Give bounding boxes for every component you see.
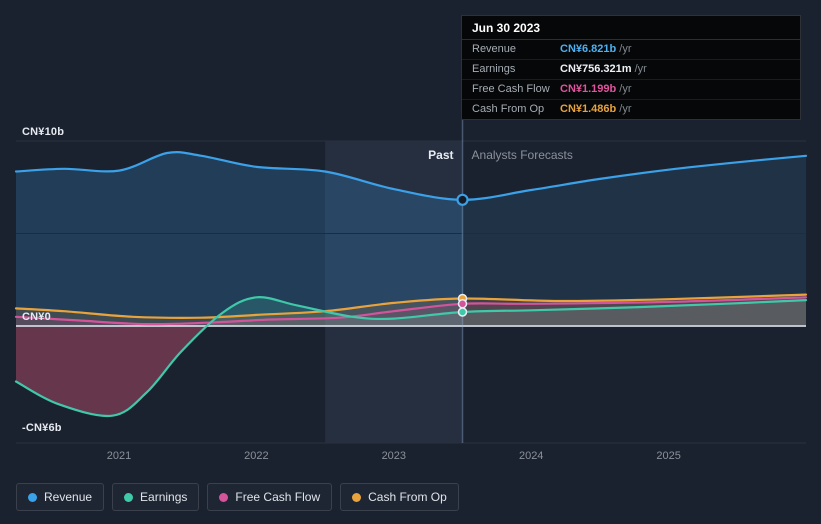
tooltip-suffix: /yr xyxy=(619,103,632,115)
forecasts-label: Analysts Forecasts xyxy=(471,148,573,162)
tooltip-row-cash-from-op: Cash From Op CN¥1.486b /yr xyxy=(462,99,800,119)
y-axis-label: CN¥0 xyxy=(22,311,51,323)
legend-label: Cash From Op xyxy=(368,490,447,504)
x-axis-tick: 2023 xyxy=(381,450,407,462)
y-axis-label: -CN¥6b xyxy=(22,422,62,434)
x-axis-tick: 2024 xyxy=(518,450,544,462)
legend-label: Earnings xyxy=(140,490,188,504)
free-cash-flow-dot-icon xyxy=(219,492,229,502)
tooltip-row-revenue: Revenue CN¥6.821b /yr xyxy=(462,40,800,59)
tooltip-suffix: /yr xyxy=(634,63,647,75)
tooltip-label: Revenue xyxy=(472,43,517,55)
legend-item-free-cash-flow[interactable]: Free Cash Flow xyxy=(207,483,333,511)
tooltip-value: CN¥6.821b xyxy=(560,43,617,55)
tooltip-value: CN¥756.321m xyxy=(560,63,632,75)
legend-item-revenue[interactable]: Revenue xyxy=(16,483,105,511)
legend-label: Revenue xyxy=(44,490,93,504)
legend-label: Free Cash Flow xyxy=(235,490,321,504)
tooltip-value: CN¥1.486b xyxy=(560,103,617,115)
tooltip-label: Cash From Op xyxy=(472,103,545,115)
legend-item-earnings[interactable]: Earnings xyxy=(112,483,200,511)
earnings-dot-icon xyxy=(124,492,134,502)
x-axis-tick: 2021 xyxy=(106,450,132,462)
tooltip-date: Jun 30 2023 xyxy=(462,16,800,40)
cash-from-op-dot-icon xyxy=(352,492,362,502)
tooltip-label: Earnings xyxy=(472,63,516,75)
legend-item-cash-from-op[interactable]: Cash From Op xyxy=(340,483,459,511)
legend: Revenue Earnings Free Cash Flow Cash Fro… xyxy=(16,483,459,511)
tooltip-rows: Revenue CN¥6.821b /yr Earnings CN¥756.32… xyxy=(462,40,800,119)
x-axis-tick: 2022 xyxy=(244,450,269,462)
y-axis-label: CN¥10b xyxy=(22,126,65,138)
tooltip-row-earnings: Earnings CN¥756.321m /yr xyxy=(462,59,800,79)
tooltip-label: Free Cash Flow xyxy=(472,83,550,95)
past-label: Past xyxy=(428,148,454,162)
revenue-dot-icon xyxy=(28,492,37,502)
tooltip-suffix: /yr xyxy=(619,43,632,55)
tooltip-row-free-cash-flow: Free Cash Flow CN¥1.199b /yr xyxy=(462,79,800,99)
x-axis-tick: 2025 xyxy=(656,450,681,462)
tooltip-suffix: /yr xyxy=(619,83,632,95)
tooltip: Jun 30 2023 Revenue CN¥6.821b /yr Earnin… xyxy=(461,15,801,120)
tooltip-value: CN¥1.199b xyxy=(560,83,617,95)
